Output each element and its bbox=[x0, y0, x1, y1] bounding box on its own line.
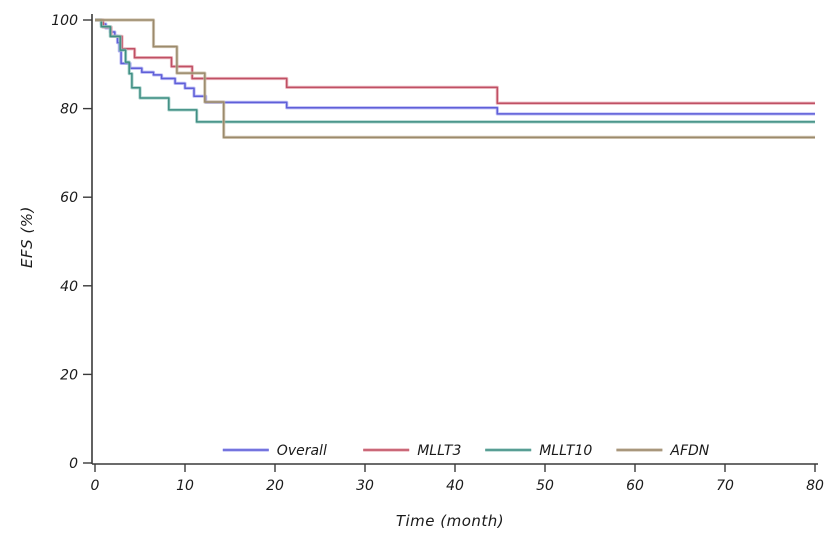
y-tick-label: 100 bbox=[51, 13, 78, 29]
x-tick-label: 0 bbox=[91, 478, 100, 494]
series-afdn-line bbox=[95, 18, 815, 139]
legend-item-mllt10: MLLT10 bbox=[485, 443, 592, 459]
x-tick-label: 80 bbox=[806, 478, 824, 494]
legend-item-overall: Overall bbox=[222, 443, 327, 459]
x-axis-title: Time (month) bbox=[395, 512, 505, 530]
x-tick-label: 30 bbox=[356, 478, 374, 494]
y-tick-label: 80 bbox=[60, 102, 78, 118]
y-tick-label: 60 bbox=[60, 190, 78, 206]
y-axis-title: EFS (%) bbox=[18, 206, 36, 268]
y-tick-label: 0 bbox=[69, 456, 78, 472]
series-core bbox=[95, 19, 815, 105]
y-tick-label: 40 bbox=[60, 279, 78, 295]
x-tick-label: 70 bbox=[716, 478, 734, 494]
series-mllt3-line bbox=[95, 18, 815, 105]
series-overall-line bbox=[95, 18, 815, 116]
series-core bbox=[95, 19, 815, 139]
series-mllt10-line bbox=[95, 18, 815, 124]
legend-label: Overall bbox=[277, 443, 327, 459]
series-halo bbox=[95, 18, 815, 116]
series-core bbox=[95, 19, 815, 115]
x-tick-label: 50 bbox=[536, 478, 554, 494]
legend-item-afdn: AFDN bbox=[616, 443, 710, 459]
x-tick-label: 40 bbox=[446, 478, 464, 494]
x-tick-label: 60 bbox=[626, 478, 644, 494]
x-tick-label: 20 bbox=[266, 478, 284, 494]
y-tick-label: 20 bbox=[60, 367, 78, 383]
x-tick-label: 10 bbox=[176, 478, 194, 494]
legend: Overall MLLT3 MLLT10 AFDN bbox=[222, 443, 710, 459]
series-core bbox=[95, 19, 815, 123]
legend-label: MLLT3 bbox=[417, 443, 461, 459]
series-halo bbox=[95, 18, 815, 105]
legend-label: AFDN bbox=[669, 443, 709, 459]
legend-label: MLLT10 bbox=[539, 443, 592, 459]
legend-item-mllt3: MLLT3 bbox=[363, 443, 461, 459]
